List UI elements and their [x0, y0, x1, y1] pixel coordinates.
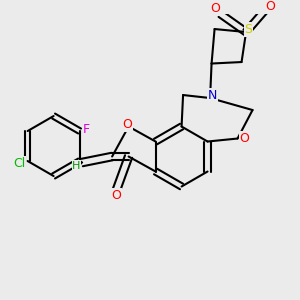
Text: S: S [244, 23, 253, 36]
Text: O: O [211, 2, 220, 16]
Text: F: F [83, 123, 90, 136]
Text: O: O [122, 118, 132, 131]
Text: O: O [240, 132, 249, 145]
Text: O: O [266, 0, 276, 13]
Text: O: O [112, 189, 122, 202]
Text: N: N [208, 89, 217, 102]
Text: H: H [72, 161, 81, 171]
Text: Cl: Cl [14, 157, 26, 170]
